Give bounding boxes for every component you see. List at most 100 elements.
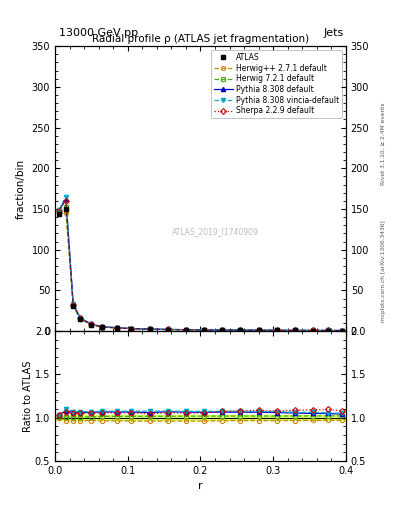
- Pythia 8.308 vincia-default: [71, 301, 75, 307]
- Pythia 8.308 default: [238, 327, 243, 333]
- Pythia 8.308 default: [292, 327, 298, 333]
- Herwig++ 2.7.1 default: [100, 324, 105, 330]
- Pythia 8.308 vincia-default: [202, 327, 206, 333]
- Herwig 7.2.1 default: [220, 327, 225, 333]
- Line: Herwig++ 2.7.1 default: Herwig++ 2.7.1 default: [57, 211, 344, 333]
- Pythia 8.308 default: [71, 301, 75, 307]
- Sherpa 2.2.9 default: [220, 327, 225, 333]
- ATLAS: [114, 325, 119, 331]
- Herwig 7.2.1 default: [256, 327, 261, 333]
- Herwig 7.2.1 default: [56, 209, 61, 216]
- Sherpa 2.2.9 default: [89, 322, 94, 328]
- Pythia 8.308 default: [202, 327, 206, 333]
- Sherpa 2.2.9 default: [340, 328, 345, 334]
- Line: Pythia 8.308 vincia-default: Pythia 8.308 vincia-default: [57, 195, 344, 333]
- ATLAS: [220, 327, 225, 333]
- Title: Radial profile ρ (ATLAS jet fragmentation): Radial profile ρ (ATLAS jet fragmentatio…: [92, 34, 309, 44]
- ATLAS: [89, 322, 94, 328]
- Pythia 8.308 default: [147, 326, 152, 332]
- Sherpa 2.2.9 default: [325, 327, 330, 333]
- Sherpa 2.2.9 default: [56, 207, 61, 214]
- Sherpa 2.2.9 default: [100, 324, 105, 330]
- Sherpa 2.2.9 default: [274, 327, 279, 333]
- Herwig++ 2.7.1 default: [220, 327, 225, 333]
- Y-axis label: fraction/bin: fraction/bin: [16, 159, 26, 219]
- ATLAS: [311, 328, 316, 334]
- Text: mcplots.cern.ch [arXiv:1306.3436]: mcplots.cern.ch [arXiv:1306.3436]: [381, 221, 386, 322]
- ATLAS: [165, 327, 170, 333]
- Sherpa 2.2.9 default: [311, 327, 316, 333]
- Pythia 8.308 vincia-default: [238, 327, 243, 333]
- ATLAS: [56, 211, 61, 217]
- Pythia 8.308 vincia-default: [325, 327, 330, 333]
- Pythia 8.308 default: [220, 327, 225, 333]
- Herwig 7.2.1 default: [238, 327, 243, 333]
- ATLAS: [147, 326, 152, 332]
- Herwig++ 2.7.1 default: [325, 328, 330, 334]
- Pythia 8.308 vincia-default: [64, 194, 68, 200]
- Pythia 8.308 vincia-default: [56, 207, 61, 213]
- Pythia 8.308 default: [311, 327, 316, 333]
- Sherpa 2.2.9 default: [165, 327, 170, 333]
- Herwig 7.2.1 default: [165, 327, 170, 333]
- Herwig++ 2.7.1 default: [64, 210, 68, 216]
- Herwig++ 2.7.1 default: [78, 316, 83, 322]
- Pythia 8.308 default: [64, 196, 68, 202]
- Herwig 7.2.1 default: [311, 327, 316, 333]
- Text: 13000 GeV pp: 13000 GeV pp: [59, 28, 138, 38]
- ATLAS: [238, 327, 243, 333]
- Sherpa 2.2.9 default: [71, 302, 75, 308]
- ATLAS: [340, 328, 345, 334]
- Pythia 8.308 vincia-default: [274, 327, 279, 333]
- ATLAS: [71, 303, 75, 309]
- Herwig++ 2.7.1 default: [274, 327, 279, 333]
- Herwig 7.2.1 default: [340, 328, 345, 334]
- Legend: ATLAS, Herwig++ 2.7.1 default, Herwig 7.2.1 default, Pythia 8.308 default, Pythi: ATLAS, Herwig++ 2.7.1 default, Herwig 7.…: [211, 50, 342, 118]
- Text: Jets: Jets: [323, 28, 344, 38]
- Pythia 8.308 default: [56, 207, 61, 214]
- ATLAS: [100, 324, 105, 330]
- Herwig++ 2.7.1 default: [114, 325, 119, 331]
- Pythia 8.308 default: [100, 324, 105, 330]
- Pythia 8.308 default: [325, 327, 330, 333]
- Herwig 7.2.1 default: [64, 204, 68, 210]
- ATLAS: [256, 327, 261, 333]
- Sherpa 2.2.9 default: [129, 326, 134, 332]
- Herwig 7.2.1 default: [114, 325, 119, 331]
- Pythia 8.308 default: [78, 315, 83, 321]
- ATLAS: [184, 327, 188, 333]
- Line: ATLAS: ATLAS: [56, 206, 345, 333]
- Pythia 8.308 vincia-default: [311, 327, 316, 333]
- Herwig 7.2.1 default: [100, 324, 105, 330]
- Pythia 8.308 vincia-default: [165, 326, 170, 332]
- Herwig++ 2.7.1 default: [129, 326, 134, 332]
- Line: Pythia 8.308 default: Pythia 8.308 default: [57, 197, 344, 333]
- Pythia 8.308 default: [340, 328, 345, 334]
- Herwig 7.2.1 default: [129, 326, 134, 332]
- Line: Sherpa 2.2.9 default: Sherpa 2.2.9 default: [57, 199, 344, 333]
- Herwig 7.2.1 default: [71, 303, 75, 309]
- Sherpa 2.2.9 default: [184, 327, 188, 333]
- Sherpa 2.2.9 default: [78, 315, 83, 322]
- Herwig 7.2.1 default: [78, 316, 83, 322]
- Herwig 7.2.1 default: [274, 327, 279, 333]
- Herwig++ 2.7.1 default: [56, 211, 61, 217]
- Sherpa 2.2.9 default: [114, 325, 119, 331]
- Pythia 8.308 vincia-default: [100, 324, 105, 330]
- Herwig++ 2.7.1 default: [71, 303, 75, 309]
- Pythia 8.308 default: [89, 321, 94, 327]
- ATLAS: [202, 327, 206, 333]
- Pythia 8.308 default: [165, 326, 170, 332]
- Pythia 8.308 vincia-default: [114, 325, 119, 331]
- Text: Rivet 3.1.10, ≥ 2.4M events: Rivet 3.1.10, ≥ 2.4M events: [381, 102, 386, 185]
- Pythia 8.308 vincia-default: [340, 328, 345, 334]
- ATLAS: [325, 328, 330, 334]
- Text: ATLAS_2019_I1740909: ATLAS_2019_I1740909: [171, 227, 259, 236]
- Herwig 7.2.1 default: [89, 322, 94, 328]
- ATLAS: [274, 327, 279, 333]
- Herwig++ 2.7.1 default: [311, 328, 316, 334]
- Sherpa 2.2.9 default: [256, 327, 261, 333]
- Sherpa 2.2.9 default: [147, 326, 152, 332]
- ATLAS: [64, 206, 68, 212]
- Herwig++ 2.7.1 default: [89, 322, 94, 328]
